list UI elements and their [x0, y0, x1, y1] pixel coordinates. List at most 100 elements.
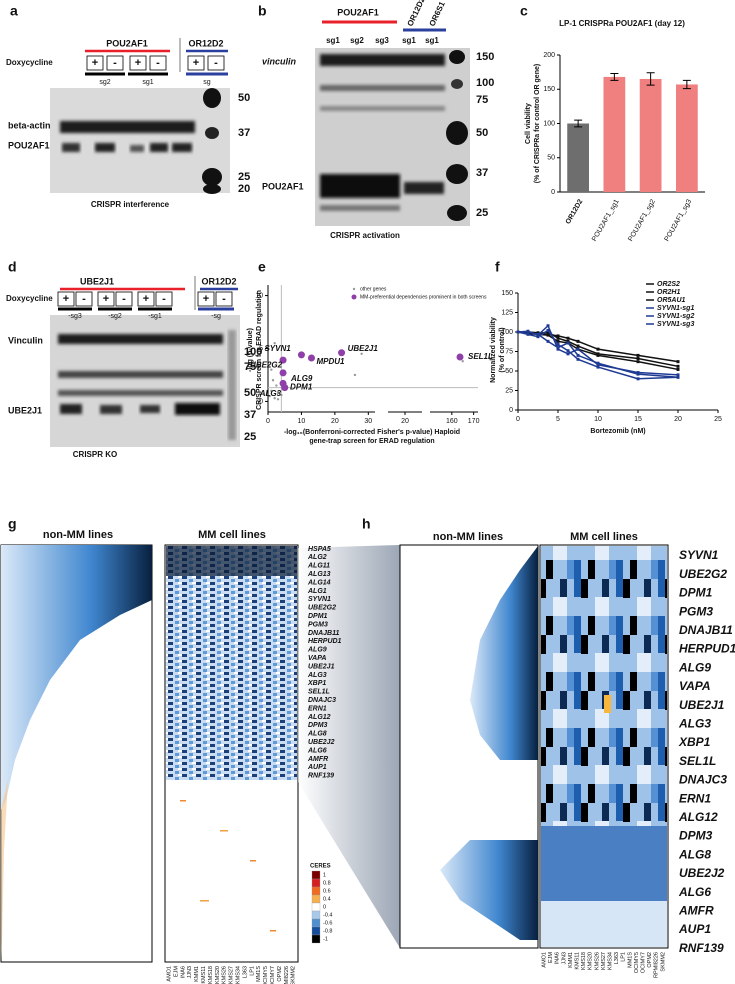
mw-label: 75 [476, 94, 488, 106]
colorbar-cell [311, 902, 321, 912]
sign-box [86, 55, 104, 71]
point [636, 372, 640, 376]
x-tick-label: POU2AF1_sg3 [664, 198, 694, 242]
gene-label: DPM1 [679, 586, 713, 600]
y-axis-label: Cell viability [525, 103, 532, 144]
mw-label: 100 [244, 346, 262, 358]
cell-line-label: KMM1 [194, 966, 200, 982]
x-tick-label: OR12D2 [565, 198, 585, 225]
gene-label: PGM3 [679, 604, 713, 618]
group-label: UBE2J1 [80, 276, 114, 286]
point-label: MPDU1 [316, 357, 345, 366]
sign-box [207, 55, 225, 71]
point [273, 342, 276, 345]
group-label: POU2AF1 [106, 38, 148, 48]
point-label: ALG9 [290, 374, 313, 383]
heatmap-title: non-MM lines [43, 529, 113, 541]
point [556, 347, 560, 351]
gene-label: AUP1 [678, 922, 711, 936]
x-tick-label: 20 [401, 418, 409, 425]
colorbar-cell [311, 926, 321, 936]
legend-label: OR2H1 [657, 289, 680, 296]
y-tick-label: 10 [255, 292, 263, 299]
y-tick-label: 75 [505, 348, 513, 355]
heatmap [399, 544, 669, 949]
legend-label: SYVN1-sg2 [657, 313, 694, 320]
cell-line-label: KMS11 [201, 966, 207, 984]
point [596, 361, 600, 365]
colorbar-cell [311, 910, 321, 920]
gene-label: HSPA5 [308, 546, 331, 553]
guide-label: -sg2 [108, 313, 122, 320]
x-tick-label: 20 [331, 418, 339, 425]
cell-line-label: OCIMY5 [263, 966, 269, 984]
gene-label: ALG11 [307, 563, 330, 570]
cell-line-label: KMS20 [588, 952, 594, 970]
panel-label: c [520, 3, 528, 19]
point [360, 352, 363, 355]
y-tick-label: 100 [543, 120, 555, 127]
blot-image [315, 48, 470, 226]
sign-box [106, 55, 124, 71]
colorbar-label: 0.4 [323, 896, 331, 902]
cell-line-label: KMS26 [594, 952, 600, 970]
gene-label: ALG8 [307, 731, 327, 738]
gene-label: DNAJB11 [308, 630, 339, 637]
line [517, 329, 679, 380]
cell-line-label: LP1 [249, 966, 255, 976]
point [636, 353, 640, 357]
guide-label: sg3 [375, 36, 389, 45]
cell-line-label: LP1 [621, 952, 627, 962]
bar [567, 123, 589, 192]
cell-line-label: RPMI8226 [654, 952, 660, 978]
cell-line-label: OCIMY7 [270, 966, 276, 984]
band-label: POU2AF1 [8, 140, 50, 150]
legend-label: SYVN1-sg1 [657, 305, 694, 312]
x-tick-label: 160 [446, 418, 458, 425]
mw-label: 50 [238, 92, 250, 104]
point [596, 363, 600, 367]
guide-label: -sg1 [148, 313, 162, 320]
guide-label: sg [203, 79, 211, 86]
y-tick-label: 100 [501, 329, 513, 336]
sign: - [113, 57, 117, 69]
point [275, 384, 278, 387]
point [676, 373, 680, 377]
y-tick-label: 25 [505, 387, 513, 394]
point [556, 334, 560, 338]
mw-label: 25 [244, 431, 256, 443]
sign: + [92, 57, 98, 69]
gene-label: PGM3 [308, 621, 328, 628]
y-tick-label: 5 [259, 345, 263, 352]
gene-label: RNF139 [308, 773, 334, 780]
colorbar-label: -0.4 [323, 912, 332, 918]
point [297, 351, 305, 359]
y-axis-label: (% of CRISPRa for control OR gene) [534, 64, 541, 183]
point [546, 330, 550, 334]
x-tick-label: 10 [594, 416, 602, 423]
gene-label: ALG9 [307, 647, 327, 654]
gene-label: ERN1 [308, 705, 327, 712]
gene-label: ALG3 [678, 716, 711, 730]
colorbar-cell [311, 894, 321, 904]
point [676, 367, 680, 371]
point [276, 391, 280, 395]
panel-label: b [258, 3, 267, 19]
panel-label: f [495, 259, 500, 275]
point-label: UBE2J1 [348, 344, 379, 353]
gene-label: UBE2G2 [308, 605, 336, 612]
point [566, 349, 570, 353]
heatmap-title: MM cell lines [198, 529, 266, 541]
group-label: POU2AF1 [337, 7, 379, 17]
caption: CRISPR interference [91, 200, 170, 209]
mw-label: 37 [476, 167, 488, 179]
y-tick-label: 200 [543, 52, 555, 59]
point [536, 333, 540, 337]
point [461, 360, 464, 363]
gene-label: SEL1L [679, 754, 716, 768]
gene-label: AMFR [307, 756, 328, 763]
point [307, 354, 315, 362]
x-tick-label: 0 [516, 416, 520, 423]
x-tick-label: 170 [468, 418, 480, 425]
cell-line-label: KMS20 [215, 966, 221, 984]
